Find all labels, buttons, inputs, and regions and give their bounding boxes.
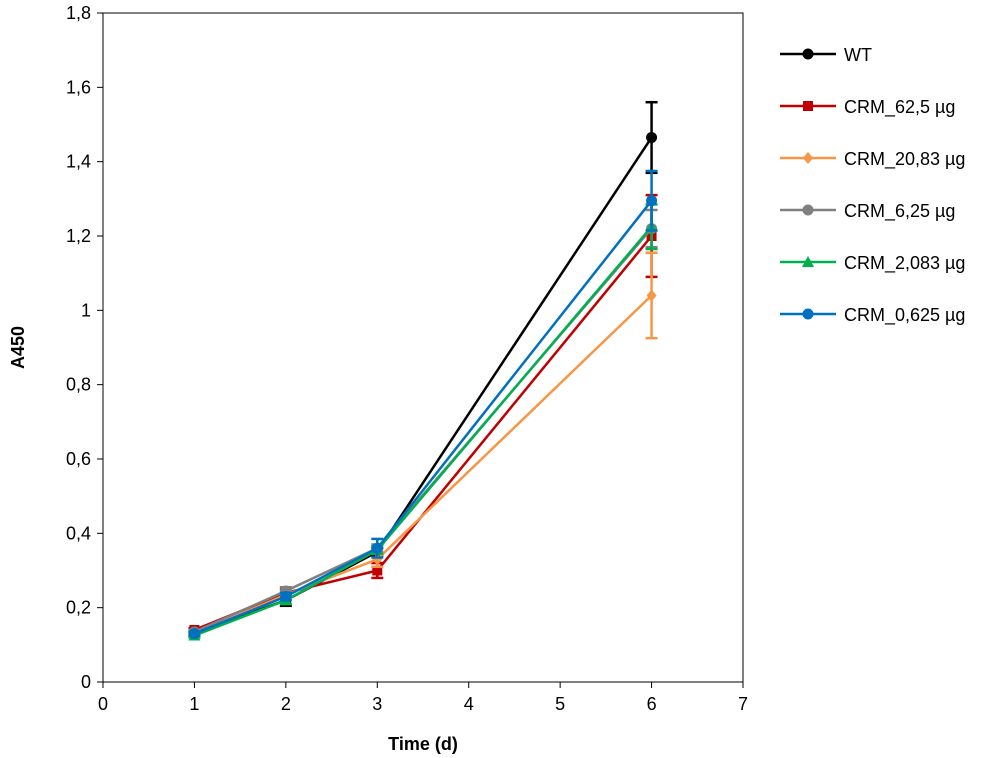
data-point-crm-0-625-g [371, 542, 383, 554]
data-point-crm-0-625-g [280, 591, 292, 603]
plot-frame [102, 12, 744, 683]
y-tick-label: 0,6 [66, 449, 91, 469]
data-point-crm-0-625-g [188, 628, 200, 640]
y-tick-label: 1,4 [66, 152, 91, 172]
y-tick-label: 1,8 [66, 3, 91, 23]
x-tick-label: 2 [281, 694, 291, 714]
x-tick-label: 4 [464, 694, 474, 714]
series-line-wt [193, 136, 653, 635]
x-tick-label: 5 [555, 694, 565, 714]
x-axis-title: Time (d) [388, 734, 458, 754]
x-tick-label: 7 [738, 694, 748, 714]
data-point-wt [646, 132, 658, 144]
y-tick-label: 0,8 [66, 375, 91, 395]
legend-marker-crm-2-083-g [802, 256, 814, 267]
legend-label-crm-6-25-g: CRM_6,25 µg [844, 201, 955, 222]
y-tick-label: 1 [81, 300, 91, 320]
plot-area: 0 0,2 0,4 0,6 0,8 1 1,2 1,4 1,6 1,8 0 1 2 3 4 5 6 7 [66, 3, 748, 714]
legend-marker-crm-62-5-g [803, 101, 813, 111]
y-tick-label: 0,4 [66, 523, 91, 543]
y-tick-label: 0 [81, 672, 91, 692]
x-tick-label: 6 [647, 694, 657, 714]
series-line-crm-2-083-g [193, 225, 653, 637]
legend-marker-wt [802, 48, 814, 60]
legend-label-crm-2-083-g: CRM_2,083 µg [844, 253, 965, 274]
legend: WT CRM_62,5 µg CRM_20,83 µg CRM_6,25 µg CRM_… [780, 45, 965, 326]
legend-label-crm-0-625-g: CRM_0,625 µg [844, 305, 965, 326]
data-point-crm-0-625-g [646, 195, 658, 207]
y-tick-label: 0,2 [66, 598, 91, 618]
legend-label-crm-62-5-g: CRM_62,5 µg [844, 97, 955, 118]
legend-label-crm-20-83-g: CRM_20,83 µg [844, 149, 965, 170]
legend-marker-crm-6-25-g [802, 204, 814, 216]
legend-marker-crm-0-625-g [802, 308, 814, 320]
y-axis-title: A450 [8, 326, 28, 369]
x-tick-label: 3 [372, 694, 382, 714]
data-point-crm-20-83-g [646, 289, 657, 302]
legend-marker-crm-20-83-g [803, 152, 813, 164]
series-line-crm-62-5-g [193, 235, 653, 632]
series-line-crm-0-625-g [193, 199, 653, 635]
legend-label-wt: WT [844, 45, 872, 65]
x-tick-label: 0 [98, 694, 108, 714]
data-point-crm-62-5-g [372, 565, 383, 576]
series-line-crm-20-83-g [193, 294, 653, 635]
x-tick-label: 1 [189, 694, 199, 714]
y-tick-label: 1,6 [66, 77, 91, 97]
y-tick-label: 1,2 [66, 226, 91, 246]
